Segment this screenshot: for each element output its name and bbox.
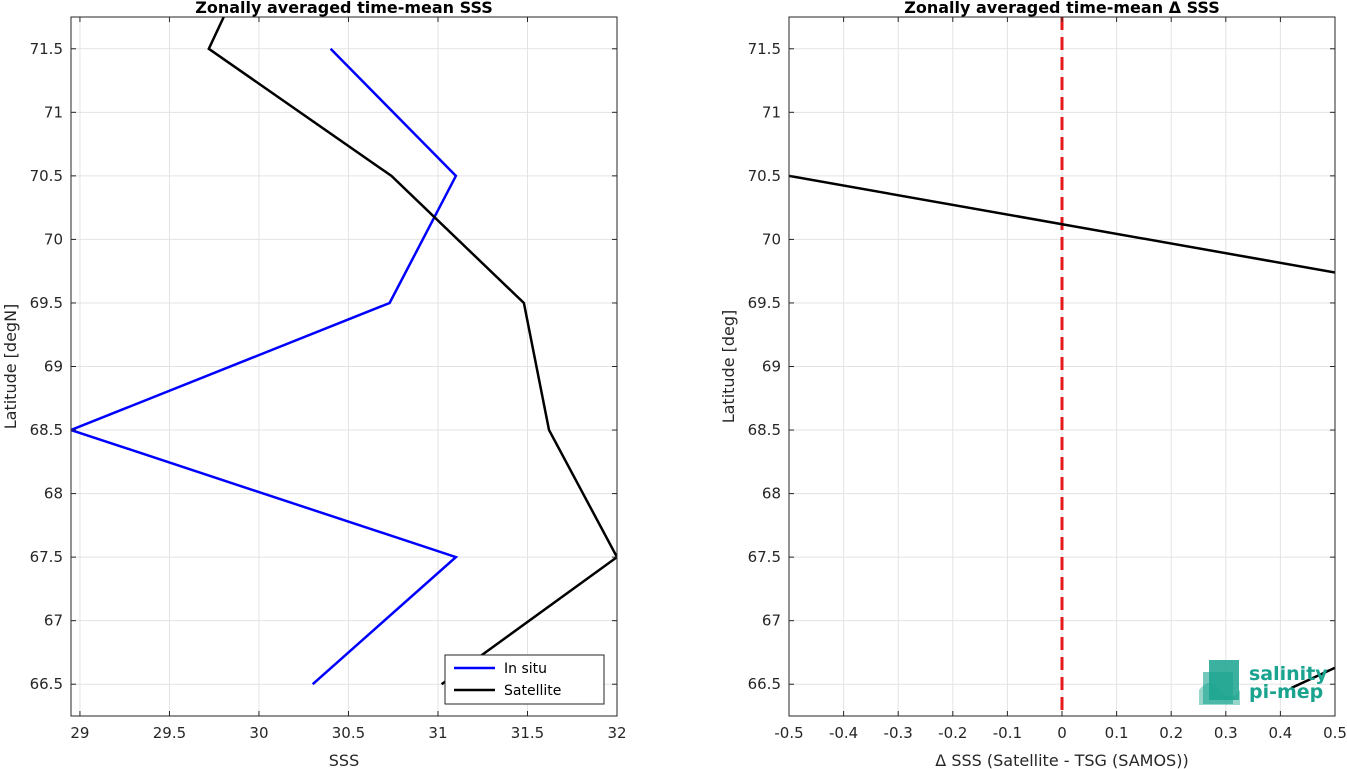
- chart-2: -0.5 -0.4 -0.3 -0.2 -0.1 0 0.1 0.2 0.3 0.4 0.5 66.5…: [719, 0, 1347, 769]
- legend-label-2: Satellite: [504, 683, 561, 699]
- logo-mark-bar: [1203, 672, 1233, 704]
- legend-box: [444, 654, 605, 705]
- y-tick-label: 71: [44, 103, 63, 121]
- y-tick-label: 68.5: [748, 421, 781, 439]
- x-tick-label: -0.2: [938, 724, 967, 742]
- series-line-2: [207, 17, 617, 686]
- y-tick-label: 68: [762, 485, 781, 503]
- y-tick-label: 70: [44, 230, 63, 248]
- y-tick-label: 69.5: [30, 294, 63, 312]
- x-tick-label: 30.5: [332, 724, 365, 742]
- y-tick-label: 71: [762, 103, 781, 121]
- x-tick-label: 29.5: [153, 724, 186, 742]
- x-tick-label: -0.5: [774, 724, 803, 742]
- y-tick-label: 67: [44, 612, 63, 630]
- series-line-1: [789, 174, 1335, 274]
- x-tick-label: 0.2: [1159, 724, 1183, 742]
- x-tick-label: 31: [428, 724, 447, 742]
- y-tick-label: 71.5: [30, 40, 63, 58]
- x-axis-label: SSS: [329, 751, 359, 769]
- x-tick-label: 29: [70, 724, 89, 742]
- logo-mark-wave: [1199, 683, 1240, 705]
- y-tick-label: 68: [44, 485, 63, 503]
- y-tick-label: 70.5: [30, 167, 63, 185]
- x-tick-label: 0.5: [1323, 724, 1347, 742]
- series-line-2: [1290, 666, 1335, 690]
- y-axis-label: Latitude [deg]: [719, 310, 738, 424]
- x-tick-label: 32: [607, 724, 626, 742]
- x-tick-label: 0.1: [1105, 724, 1129, 742]
- logo-line-1: salinity: [1249, 663, 1328, 685]
- series-line-1: [71, 47, 459, 686]
- x-tick-label: 0.3: [1214, 724, 1238, 742]
- x-tick-label: 0: [1057, 724, 1067, 742]
- y-tick-label: 71.5: [748, 40, 781, 58]
- x-tick-label: -0.4: [829, 724, 858, 742]
- y-tick-label: 67.5: [748, 548, 781, 566]
- y-tick-label: 70.5: [748, 167, 781, 185]
- y-tick-label: 67.5: [30, 548, 63, 566]
- x-tick-label: 31.5: [511, 724, 544, 742]
- chart-title: Zonally averaged time-mean Δ SSS: [904, 0, 1220, 17]
- y-tick-label: 66.5: [748, 675, 781, 693]
- chart-title: Zonally averaged time-mean SSS: [195, 0, 493, 17]
- y-tick-label: 68.5: [30, 421, 63, 439]
- y-tick-label: 69: [762, 358, 781, 376]
- legend-label-1: In situ: [504, 661, 547, 677]
- y-tick-label: 66.5: [30, 675, 63, 693]
- chart-1: 29 29.5 30 30.5 31 31.5 32 66.5 67 67.5 68 68.5 69 69…: [1, 0, 627, 769]
- x-tick-label: 30: [249, 724, 268, 742]
- y-axis-label: Latitude [degN]: [1, 304, 20, 430]
- y-tick-label: 70: [762, 230, 781, 248]
- y-tick-label: 69.5: [748, 294, 781, 312]
- x-tick-label: 0.4: [1268, 724, 1292, 742]
- legend: In situ Satellite: [444, 654, 605, 705]
- logo-line-2: pi-mep: [1249, 681, 1323, 703]
- y-tick-label: 69: [44, 358, 63, 376]
- x-tick-label: -0.1: [993, 724, 1022, 742]
- y-tick-label: 67: [762, 612, 781, 630]
- x-tick-label: -0.3: [884, 724, 913, 742]
- x-axis-label: Δ SSS (Satellite - TSG (SAMOS)): [935, 751, 1188, 769]
